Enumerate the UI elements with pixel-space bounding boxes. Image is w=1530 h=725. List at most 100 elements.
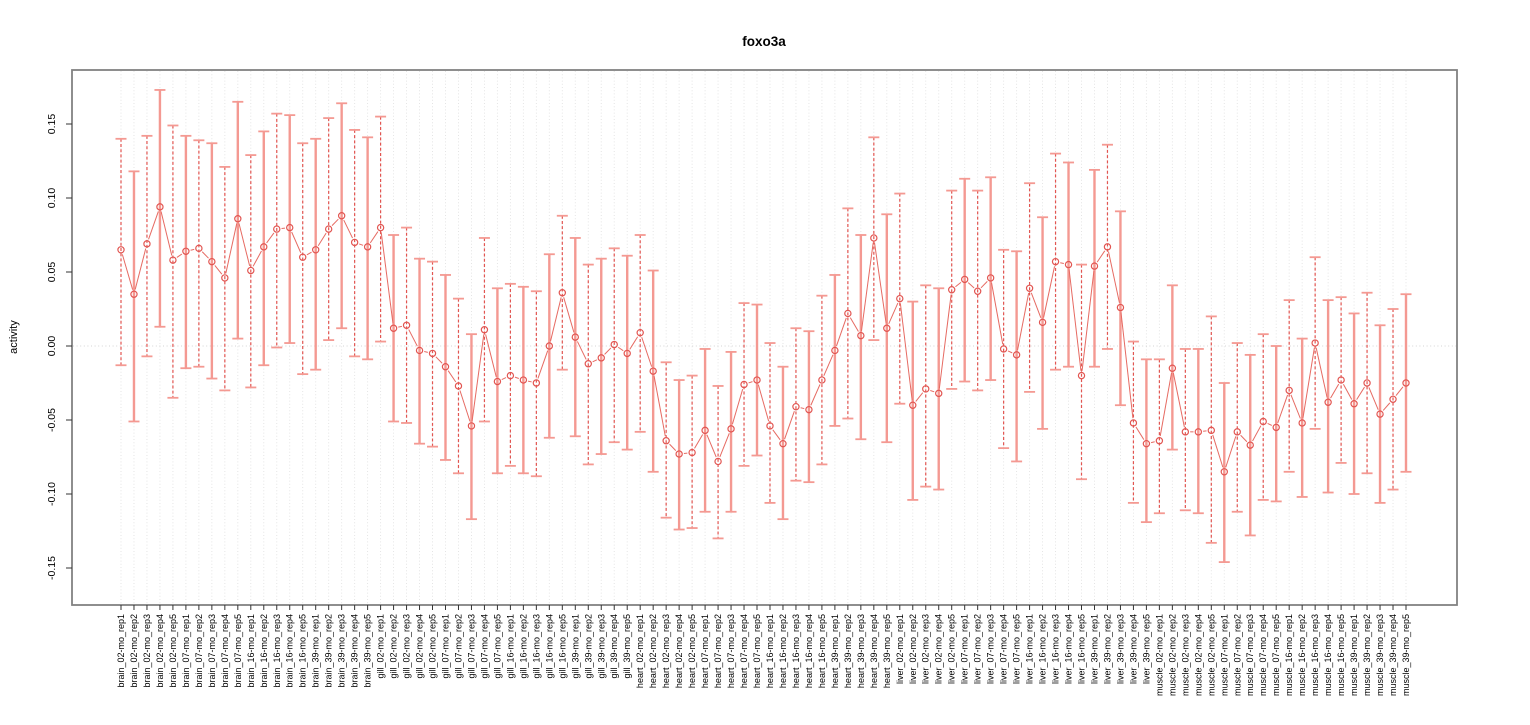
x-tick-label: muscle_07-mo_rep1 bbox=[1219, 614, 1229, 696]
x-tick-label: gill_39-mo_rep3 bbox=[596, 614, 606, 679]
series-segment bbox=[253, 251, 261, 266]
x-tick-label: liver_39-mo_rep4 bbox=[1128, 614, 1138, 684]
x-tick-label: muscle_39-mo_rep1 bbox=[1349, 614, 1359, 696]
series-segment bbox=[654, 376, 665, 436]
x-tick-label: gill_07-mo_rep2 bbox=[453, 614, 463, 679]
x-tick-label: heart_39-mo_rep2 bbox=[843, 614, 853, 688]
series-segment bbox=[749, 382, 753, 383]
x-tick-label: muscle_02-mo_rep2 bbox=[1167, 614, 1177, 696]
x-tick-label: muscle_39-mo_rep4 bbox=[1388, 614, 1398, 696]
series-segment bbox=[318, 233, 326, 246]
x-tick-label: gill_16-mo_rep3 bbox=[531, 614, 541, 679]
series-segment bbox=[359, 244, 363, 245]
series-segment bbox=[135, 249, 146, 290]
x-tick-label: brain_16-mo_rep1 bbox=[246, 614, 256, 688]
series-segment bbox=[850, 318, 858, 332]
x-tick-label: gill_02-mo_rep1 bbox=[376, 614, 386, 679]
error-bars bbox=[116, 90, 1412, 562]
y-tick-label: -0.05 bbox=[46, 408, 58, 432]
x-tick-label: gill_16-mo_rep4 bbox=[544, 614, 554, 679]
x-tick-label: brain_02-mo_rep2 bbox=[129, 614, 139, 688]
series-segment bbox=[605, 348, 611, 354]
series-segment bbox=[1160, 373, 1171, 436]
x-tick-label: heart_02-mo_rep4 bbox=[674, 614, 684, 688]
x-tick-label: gill_39-mo_rep5 bbox=[622, 614, 632, 679]
series-segment bbox=[1278, 395, 1288, 423]
y-tick-label: -0.15 bbox=[46, 556, 58, 580]
x-tick-label: heart_07-mo_rep1 bbox=[700, 614, 710, 688]
x-tick-label: brain_16-mo_rep3 bbox=[272, 614, 282, 688]
series-segment bbox=[785, 411, 795, 439]
series-segment bbox=[758, 385, 768, 422]
series-segment bbox=[1044, 266, 1055, 317]
x-tick-label: brain_07-mo_rep5 bbox=[233, 614, 243, 688]
x-tick-label: gill_16-mo_rep5 bbox=[557, 614, 567, 679]
x-tick-label: muscle_02-mo_rep3 bbox=[1180, 614, 1190, 696]
chart-title: foxo3a bbox=[742, 34, 786, 49]
series-segment bbox=[381, 232, 393, 323]
series-segment bbox=[122, 254, 132, 289]
series-segment bbox=[577, 341, 586, 359]
series-segment bbox=[424, 352, 428, 353]
series-segment bbox=[1303, 348, 1314, 418]
series-segment bbox=[149, 211, 159, 239]
series-segment bbox=[1343, 384, 1351, 399]
series-segment bbox=[409, 330, 418, 347]
x-tick-label: gill_07-mo_rep4 bbox=[479, 614, 489, 679]
x-tick-label: brain_39-mo_rep1 bbox=[311, 614, 321, 688]
series-segment bbox=[1331, 384, 1339, 398]
series-segment bbox=[1357, 387, 1365, 400]
series-segment bbox=[1396, 387, 1403, 396]
y-tick-label: 0.05 bbox=[46, 262, 58, 283]
series-segment bbox=[732, 389, 742, 424]
series-segment bbox=[1108, 252, 1119, 303]
x-tick-label: liver_02-mo_rep5 bbox=[947, 614, 957, 684]
x-tick-label: heart_39-mo_rep3 bbox=[856, 614, 866, 688]
x-tick-label: liver_02-mo_rep4 bbox=[934, 614, 944, 684]
x-tick-label: liver_07-mo_rep4 bbox=[999, 614, 1009, 684]
x-tick-label: brain_02-mo_rep5 bbox=[168, 614, 178, 688]
series-segment bbox=[618, 347, 623, 350]
series-segment bbox=[472, 334, 484, 421]
x-tick-label: gill_16-mo_rep2 bbox=[518, 614, 528, 679]
x-tick-label: brain_07-mo_rep4 bbox=[220, 614, 230, 688]
x-tick-label: heart_07-mo_rep4 bbox=[739, 614, 749, 688]
series-segment bbox=[515, 377, 519, 378]
series-segment bbox=[836, 318, 846, 346]
series-segment bbox=[593, 360, 597, 362]
series-segment bbox=[460, 391, 470, 422]
x-tick-label: liver_02-mo_rep3 bbox=[921, 614, 931, 684]
series-segment bbox=[1241, 435, 1247, 441]
x-tick-label: liver_07-mo_rep2 bbox=[973, 614, 983, 684]
series-segment bbox=[486, 334, 497, 376]
series-segment bbox=[889, 303, 898, 324]
series-segment bbox=[436, 357, 442, 363]
x-tick-label: gill_07-mo_rep3 bbox=[466, 614, 476, 679]
x-tick-label: heart_07-mo_rep5 bbox=[752, 614, 762, 688]
y-tick-label: 0.00 bbox=[46, 336, 58, 357]
x-tick-label: brain_39-mo_rep5 bbox=[363, 614, 373, 688]
series-segment bbox=[801, 408, 805, 409]
x-tick-label: heart_16-mo_rep2 bbox=[778, 614, 788, 688]
x-tick-label: gill_39-mo_rep1 bbox=[570, 614, 580, 679]
series-segment bbox=[930, 390, 934, 391]
series-segment bbox=[1253, 426, 1261, 441]
series-segment bbox=[202, 252, 208, 258]
x-tick-label: gill_02-mo_rep3 bbox=[402, 614, 412, 679]
x-tick-label: liver_16-mo_rep3 bbox=[1051, 614, 1061, 684]
series-segment bbox=[955, 282, 960, 286]
x-tick-label: liver_16-mo_rep5 bbox=[1077, 614, 1087, 684]
series-segment bbox=[448, 371, 456, 382]
series-segment bbox=[1383, 403, 1390, 411]
x-tick-label: brain_07-mo_rep2 bbox=[194, 614, 204, 688]
y-tick-label: -0.10 bbox=[46, 482, 58, 506]
series-segment bbox=[267, 233, 274, 243]
series-segment bbox=[1316, 348, 1327, 398]
x-tick-label: brain_39-mo_rep2 bbox=[324, 614, 334, 688]
x-tick-label: muscle_16-mo_rep5 bbox=[1336, 614, 1346, 696]
series-segment bbox=[1151, 442, 1155, 443]
x-tick-label: brain_02-mo_rep4 bbox=[155, 614, 165, 688]
series-segment bbox=[1121, 312, 1133, 418]
